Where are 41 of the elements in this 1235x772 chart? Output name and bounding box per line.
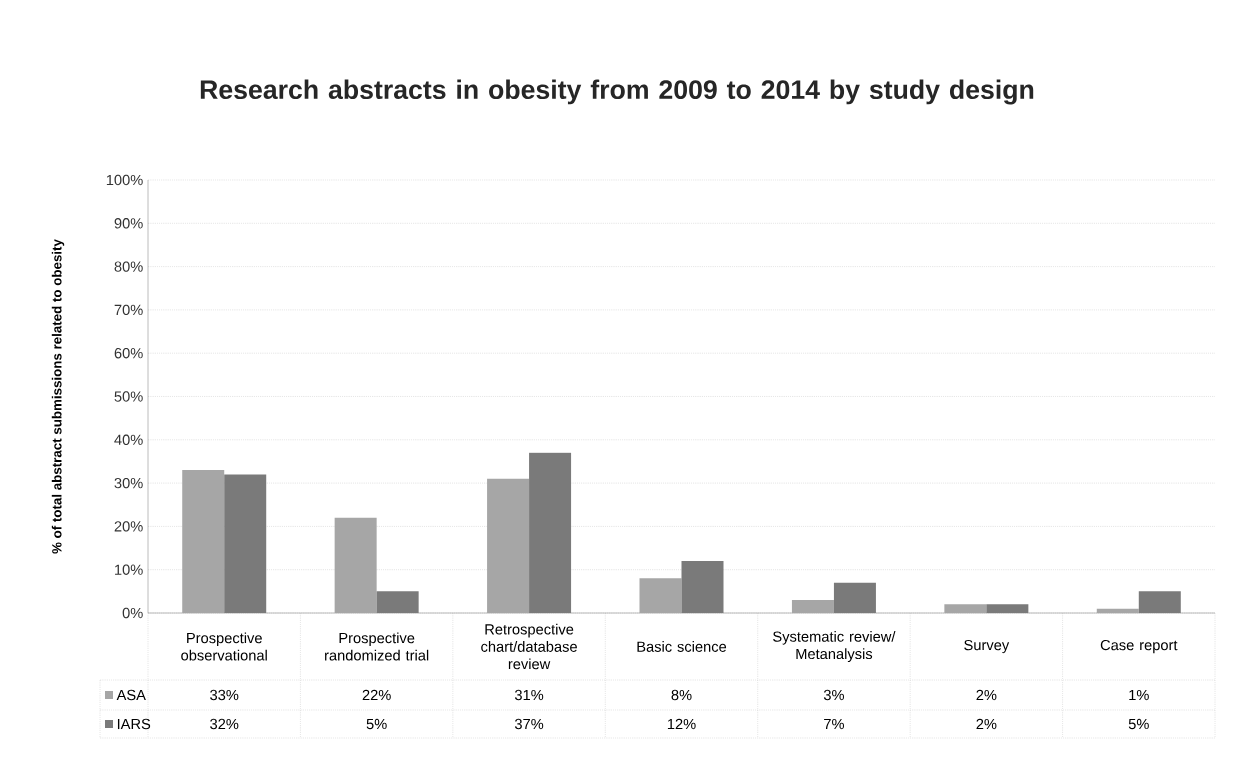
bar [639,578,682,613]
y-tick-label: 90% [114,218,143,229]
chart-title: Research abstracts in obesity from 2009 to 2014 by study design [200,79,1034,105]
bar [1096,608,1139,613]
data-label: 7% [824,718,844,730]
data-label: 32% [210,718,239,730]
x-tick-label: Retrospective chart/database review [481,623,577,670]
y-tick-label: 70% [114,304,143,316]
data-label: 22% [362,689,391,701]
y-axis-title: % of total abstract submissions related to obesity [51,239,65,554]
x-tick-label: Survey [964,639,1010,654]
data-label: 5% [366,718,387,730]
y-tick-label: 60% [114,348,143,359]
y-tick-label: 0% [122,607,143,619]
y-tick-label: 100% [106,174,143,186]
y-tick-label: 80% [114,261,143,272]
bar [944,604,987,613]
x-tick-label: Systematic review/ Metanalysis [773,631,896,662]
data-label: 3% [823,689,844,701]
x-tick-label: Prospective randomized trial [325,632,429,661]
data-label: 33% [210,689,239,701]
bar [791,600,834,613]
x-tick-label: Case report [1100,639,1178,654]
legend-label: ASA [116,689,146,701]
data-label: 8% [671,689,692,701]
data-label: 12% [667,718,696,730]
x-tick-label: Prospective observational [181,632,267,661]
y-tick-label: 10% [115,564,143,575]
y-tick-label: 40% [114,434,143,445]
data-label: 2% [976,689,997,701]
y-tick-label: 20% [114,521,143,532]
data-label: 5% [1128,718,1149,730]
data-label: 31% [514,689,544,701]
legend-label: IARS [117,718,151,730]
y-tick-label: 50% [114,391,143,402]
data-label: 37% [514,718,544,730]
data-label: 2% [976,718,997,730]
y-tick-label: 30% [114,477,143,489]
x-tick-label: Basic science [637,641,727,652]
data-label: 1% [1129,689,1149,701]
bar [487,478,530,613]
